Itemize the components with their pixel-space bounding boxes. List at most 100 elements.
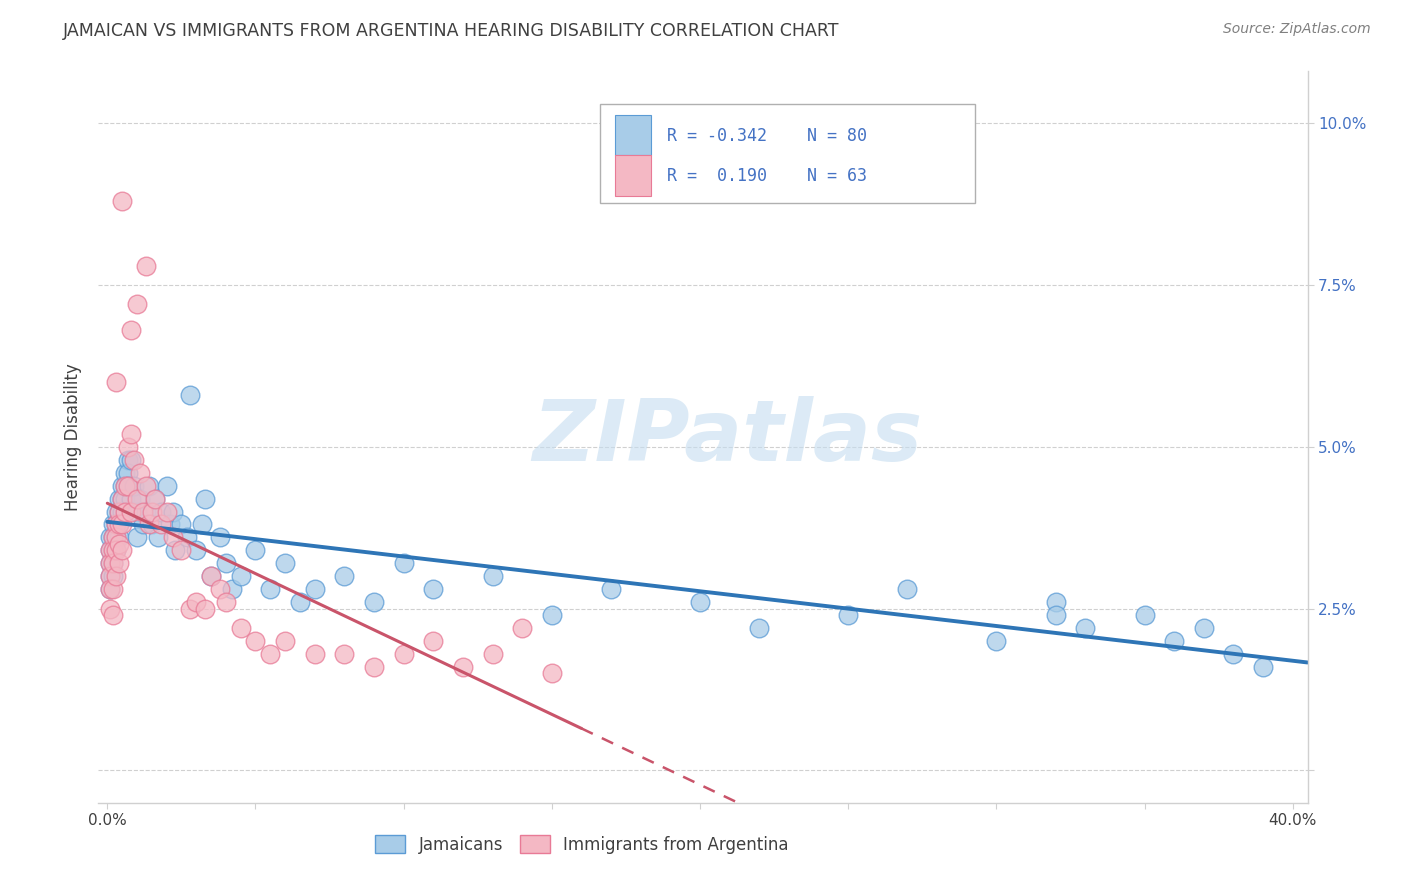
- Point: [200, 569, 222, 583]
- Point: [114, 478, 136, 492]
- Point: [125, 504, 148, 518]
- Text: JAMAICAN VS IMMIGRANTS FROM ARGENTINA HEARING DISABILITY CORRELATION CHART: JAMAICAN VS IMMIGRANTS FROM ARGENTINA HE…: [63, 22, 839, 40]
- Point: [108, 557, 131, 571]
- Point: [125, 297, 148, 311]
- Point: [103, 517, 125, 532]
- Point: [122, 478, 145, 492]
- Point: [333, 647, 356, 661]
- Point: [143, 491, 166, 506]
- Legend: Jamaicans, Immigrants from Argentina: Jamaicans, Immigrants from Argentina: [368, 829, 796, 860]
- Point: [149, 504, 172, 518]
- Point: [105, 543, 128, 558]
- Point: [103, 557, 125, 571]
- Point: [259, 647, 281, 661]
- Point: [146, 530, 169, 544]
- Point: [540, 608, 562, 623]
- Point: [103, 530, 125, 544]
- Point: [1045, 608, 1067, 623]
- Point: [117, 440, 139, 454]
- Point: [540, 666, 562, 681]
- Point: [98, 530, 121, 544]
- Point: [689, 595, 711, 609]
- Point: [108, 537, 131, 551]
- Point: [304, 582, 326, 597]
- Point: [114, 478, 136, 492]
- Point: [108, 517, 131, 532]
- Point: [510, 621, 533, 635]
- Point: [986, 634, 1008, 648]
- Point: [98, 601, 121, 615]
- Point: [120, 452, 142, 467]
- Point: [1192, 621, 1215, 635]
- Point: [103, 557, 125, 571]
- Point: [114, 466, 136, 480]
- Point: [1163, 634, 1185, 648]
- Point: [422, 634, 444, 648]
- Point: [274, 557, 297, 571]
- Point: [176, 530, 198, 544]
- Point: [108, 517, 131, 532]
- Point: [1251, 660, 1274, 674]
- Point: [141, 504, 163, 518]
- Point: [170, 517, 193, 532]
- Point: [105, 375, 128, 389]
- Text: ZIPatlas: ZIPatlas: [531, 395, 922, 479]
- Point: [481, 647, 503, 661]
- Point: [125, 530, 148, 544]
- Point: [111, 194, 134, 208]
- Point: [1222, 647, 1244, 661]
- Point: [259, 582, 281, 597]
- Point: [392, 647, 415, 661]
- Point: [114, 491, 136, 506]
- Point: [138, 517, 160, 532]
- Point: [120, 491, 142, 506]
- Point: [103, 582, 125, 597]
- Point: [98, 543, 121, 558]
- FancyBboxPatch shape: [600, 104, 976, 203]
- Point: [120, 504, 142, 518]
- Point: [98, 569, 121, 583]
- Point: [125, 491, 148, 506]
- Point: [159, 517, 181, 532]
- Point: [1133, 608, 1156, 623]
- Point: [288, 595, 311, 609]
- Point: [221, 582, 243, 597]
- Point: [122, 452, 145, 467]
- Point: [117, 452, 139, 467]
- Y-axis label: Hearing Disability: Hearing Disability: [65, 363, 83, 511]
- Point: [105, 530, 128, 544]
- Point: [215, 595, 238, 609]
- Point: [132, 504, 155, 518]
- Point: [135, 259, 157, 273]
- Point: [837, 608, 859, 623]
- Point: [108, 491, 131, 506]
- Point: [170, 543, 193, 558]
- Point: [117, 478, 139, 492]
- Point: [229, 621, 252, 635]
- Point: [191, 517, 214, 532]
- Point: [229, 569, 252, 583]
- Point: [194, 601, 217, 615]
- Point: [132, 517, 155, 532]
- Text: R =  0.190    N = 63: R = 0.190 N = 63: [666, 167, 866, 185]
- Point: [111, 543, 134, 558]
- Point: [103, 569, 125, 583]
- Point: [162, 504, 184, 518]
- Point: [111, 504, 134, 518]
- Point: [120, 323, 142, 337]
- Point: [120, 426, 142, 441]
- Text: Source: ZipAtlas.com: Source: ZipAtlas.com: [1223, 22, 1371, 37]
- Point: [304, 647, 326, 661]
- Point: [179, 601, 201, 615]
- Point: [117, 478, 139, 492]
- Point: [98, 543, 121, 558]
- Text: R = -0.342    N = 80: R = -0.342 N = 80: [666, 127, 866, 145]
- Point: [194, 491, 217, 506]
- Point: [98, 582, 121, 597]
- Point: [105, 569, 128, 583]
- Point: [208, 582, 231, 597]
- Point: [245, 543, 267, 558]
- Point: [1074, 621, 1097, 635]
- Point: [135, 504, 157, 518]
- Point: [111, 491, 134, 506]
